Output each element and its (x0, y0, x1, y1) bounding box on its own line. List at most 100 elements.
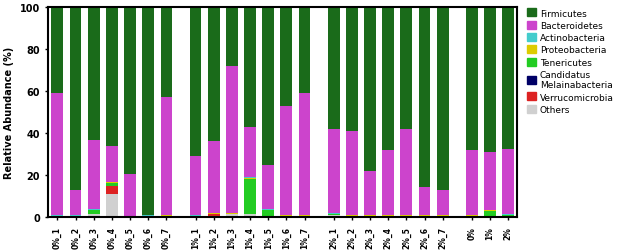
Bar (70, 216, 82, 217)
Bar (466, 8, 478, 150)
Bar (160, 216, 172, 217)
Bar (437, 215, 449, 216)
Bar (124, 175, 136, 216)
Bar (208, 142, 220, 213)
Bar (327, 216, 340, 217)
Bar (106, 186, 118, 195)
Bar (327, 213, 340, 214)
Bar (327, 130, 340, 213)
Bar (189, 157, 201, 215)
Bar (364, 171, 376, 215)
Bar (280, 215, 292, 216)
Bar (189, 215, 201, 216)
Bar (298, 94, 311, 215)
Bar (346, 215, 358, 216)
Bar (383, 150, 394, 215)
Bar (383, 216, 394, 217)
Bar (208, 214, 220, 216)
Bar (88, 210, 100, 215)
Bar (327, 214, 340, 215)
Bar (189, 216, 201, 217)
Bar (400, 129, 412, 215)
Bar (160, 98, 172, 215)
Bar (142, 215, 154, 216)
Bar (400, 8, 412, 129)
Bar (142, 216, 154, 217)
Bar (70, 190, 82, 215)
Bar (244, 215, 256, 217)
Bar (160, 215, 172, 216)
Bar (383, 215, 394, 216)
Bar (70, 8, 82, 190)
Bar (418, 215, 430, 216)
Bar (160, 8, 172, 98)
Bar (106, 195, 118, 217)
Bar (88, 209, 100, 210)
Bar (327, 8, 340, 130)
Bar (280, 8, 292, 106)
Bar (88, 140, 100, 209)
Bar (244, 179, 256, 215)
Bar (437, 190, 449, 215)
Bar (88, 8, 100, 140)
Bar (280, 216, 292, 217)
Bar (502, 8, 514, 150)
Bar (262, 8, 274, 165)
Bar (51, 94, 63, 215)
Bar (208, 213, 220, 214)
Bar (346, 131, 358, 215)
Bar (484, 210, 496, 211)
Bar (106, 146, 118, 182)
Bar (51, 8, 63, 94)
Bar (262, 210, 274, 217)
Bar (346, 216, 358, 217)
Bar (484, 153, 496, 210)
Bar (106, 183, 118, 186)
Bar (502, 150, 514, 214)
Bar (226, 213, 238, 214)
Bar (502, 216, 514, 217)
Bar (226, 67, 238, 213)
Bar (484, 8, 496, 153)
Bar (280, 106, 292, 215)
Bar (437, 8, 449, 190)
Bar (418, 188, 430, 215)
Bar (383, 8, 394, 150)
Bar (244, 8, 256, 128)
Bar (298, 216, 311, 217)
Bar (466, 150, 478, 215)
Bar (226, 214, 238, 217)
Bar (466, 216, 478, 217)
Bar (364, 8, 376, 171)
Bar (437, 216, 449, 217)
Bar (124, 8, 136, 175)
Bar (262, 165, 274, 209)
Bar (298, 215, 311, 216)
Bar (298, 8, 311, 94)
Y-axis label: Relative Abundance (%): Relative Abundance (%) (4, 47, 14, 179)
Bar (189, 8, 201, 157)
Bar (364, 215, 376, 216)
Bar (364, 216, 376, 217)
Bar (142, 8, 154, 215)
Legend: Firmicutes, Bacteroidetes, Actinobacteria, Proteobacteria, Tenericutes, Candidat: Firmicutes, Bacteroidetes, Actinobacteri… (526, 9, 615, 115)
Bar (88, 215, 100, 217)
Bar (51, 216, 63, 217)
Bar (51, 215, 63, 216)
Bar (244, 178, 256, 179)
Bar (327, 215, 340, 216)
Bar (208, 216, 220, 217)
Bar (124, 216, 136, 217)
Bar (484, 211, 496, 217)
Bar (106, 182, 118, 183)
Bar (418, 216, 430, 217)
Bar (226, 8, 238, 67)
Bar (502, 214, 514, 215)
Bar (262, 209, 274, 210)
Bar (70, 215, 82, 216)
Bar (400, 215, 412, 216)
Bar (418, 8, 430, 188)
Bar (208, 8, 220, 142)
Bar (106, 8, 118, 146)
Bar (466, 215, 478, 216)
